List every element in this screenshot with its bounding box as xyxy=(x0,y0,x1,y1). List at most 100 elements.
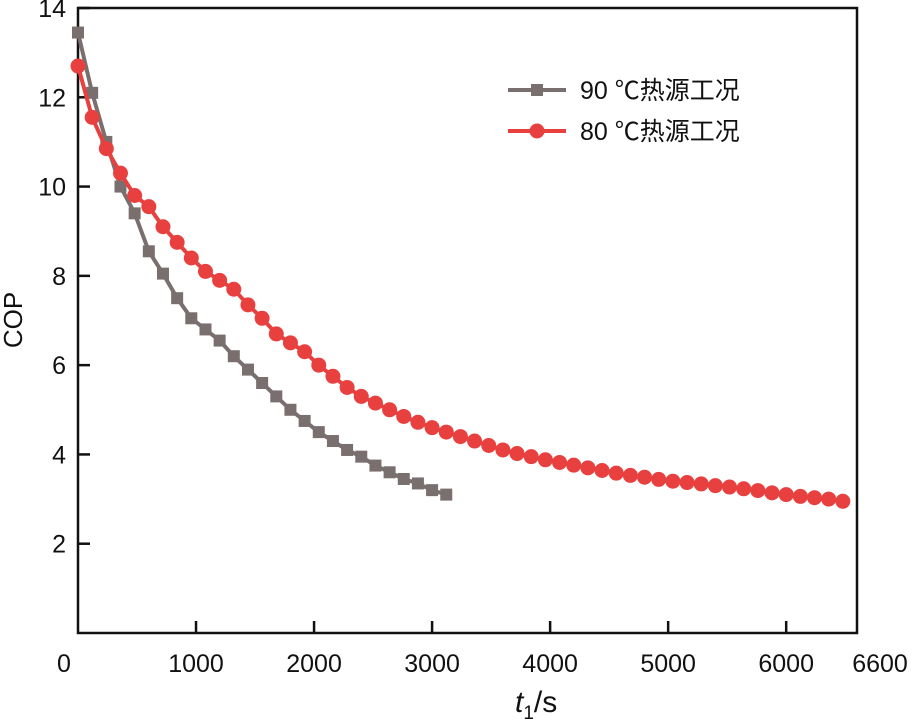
data-point-circle xyxy=(169,234,185,250)
data-point-square xyxy=(440,488,453,501)
data-point-square xyxy=(341,443,354,456)
data-point-square xyxy=(114,180,127,193)
data-point-circle xyxy=(821,491,837,507)
data-point-circle xyxy=(608,465,624,481)
data-point-circle xyxy=(736,481,752,497)
data-point-circle xyxy=(353,388,369,404)
data-point-circle xyxy=(452,429,468,445)
data-point-circle xyxy=(297,344,313,360)
x-tick-label: 4000 xyxy=(522,650,578,678)
data-point-circle xyxy=(311,357,327,373)
x-tick-label: 6600 xyxy=(852,650,908,678)
data-point-square xyxy=(256,377,269,389)
y-axis: 2 4 6 8 10 12 14 xyxy=(38,0,90,559)
data-point-square xyxy=(227,350,240,363)
data-point-circle xyxy=(693,476,709,492)
data-point-circle xyxy=(792,488,808,504)
x-tick-label: 3000 xyxy=(404,650,460,678)
y-tick-label: 6 xyxy=(52,352,66,380)
y-tick-label: 2 xyxy=(52,531,66,559)
data-point-square xyxy=(298,414,311,427)
data-point-square xyxy=(312,426,325,439)
x-tick-label: 5000 xyxy=(640,650,696,678)
data-point-circle xyxy=(367,395,383,411)
data-point-square xyxy=(383,466,396,479)
data-point-square xyxy=(326,435,339,448)
plot-frame xyxy=(76,6,859,635)
x-axis-label-var: t xyxy=(515,686,525,719)
data-point-square xyxy=(241,363,254,376)
data-point-circle xyxy=(566,457,582,473)
x-axis-label-unit: /s xyxy=(534,686,557,719)
y-tick-label: 8 xyxy=(52,263,66,291)
data-point-square xyxy=(199,323,212,336)
y-tick-label: 10 xyxy=(38,174,66,202)
data-point-circle xyxy=(651,471,667,487)
legend-label: 90 ℃热源工况 xyxy=(580,77,740,105)
data-point-circle xyxy=(70,58,86,74)
legend: 90 ℃热源工况 80 ℃热源工况 xyxy=(508,77,740,146)
x-tick-label: 2000 xyxy=(286,650,342,678)
data-point-circle xyxy=(339,379,355,395)
data-point-circle xyxy=(325,368,341,384)
data-point-square xyxy=(213,334,226,347)
data-point-circle xyxy=(98,141,114,157)
data-point-circle xyxy=(141,199,157,215)
data-point-circle xyxy=(637,469,653,485)
data-point-circle xyxy=(580,460,596,476)
data-point-circle xyxy=(438,424,454,440)
data-point-square xyxy=(397,472,410,485)
data-point-circle xyxy=(481,438,497,453)
y-tick-label: 12 xyxy=(38,84,66,112)
data-point-circle xyxy=(707,478,723,494)
y-axis-label: COP xyxy=(0,292,28,348)
y-tick-label: 14 xyxy=(38,0,66,23)
data-point-circle xyxy=(537,452,553,468)
legend-label: 80 ℃热源工况 xyxy=(580,118,740,146)
data-point-square xyxy=(426,484,439,497)
data-point-circle xyxy=(268,326,284,342)
data-point-circle xyxy=(523,449,539,465)
x-tick-label: 1000 xyxy=(168,650,224,678)
legend-marker-circle xyxy=(529,123,545,139)
data-point-square xyxy=(270,390,283,403)
data-point-square xyxy=(355,450,368,463)
data-point-circle xyxy=(594,463,610,478)
data-point-circle xyxy=(240,297,256,313)
data-point-circle xyxy=(622,467,638,483)
x-tick-label: 6000 xyxy=(758,650,814,678)
data-point-square xyxy=(142,245,155,258)
data-point-circle xyxy=(396,408,412,424)
data-point-circle xyxy=(197,263,213,279)
data-point-circle xyxy=(155,219,171,235)
data-point-circle xyxy=(183,250,199,266)
x-axis: 0 1000 2000 3000 4000 5000 6000 6600 xyxy=(57,621,908,678)
data-point-square xyxy=(86,86,99,99)
data-point-circle xyxy=(778,487,794,503)
data-point-circle xyxy=(807,490,823,506)
data-point-circle xyxy=(495,442,511,458)
data-point-circle xyxy=(424,420,440,436)
data-point-circle xyxy=(679,475,695,491)
data-point-square xyxy=(156,267,169,280)
data-point-square xyxy=(171,292,184,305)
data-point-square xyxy=(72,26,84,39)
data-point-circle xyxy=(467,433,483,449)
data-point-circle xyxy=(665,473,681,489)
data-point-square xyxy=(128,207,141,220)
data-point-square xyxy=(411,477,424,490)
series-line-1 xyxy=(76,32,447,497)
data-point-circle xyxy=(509,446,525,462)
legend-marker-square xyxy=(531,84,543,96)
data-point-circle xyxy=(764,485,780,501)
data-point-circle xyxy=(127,188,143,203)
x-tick-label: 0 xyxy=(57,650,71,678)
data-point-circle xyxy=(112,165,128,181)
y-tick-label: 4 xyxy=(52,441,66,469)
data-point-circle xyxy=(750,483,766,499)
x-axis-label: t1/s xyxy=(515,686,557,722)
data-point-circle xyxy=(382,402,398,418)
data-point-circle xyxy=(84,109,100,125)
data-point-circle xyxy=(254,310,270,326)
